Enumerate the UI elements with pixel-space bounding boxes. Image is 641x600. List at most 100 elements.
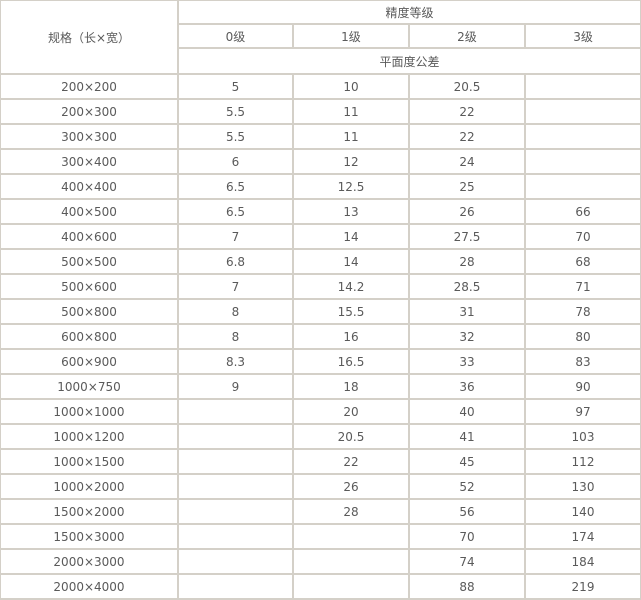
grade-3-cell: 97 xyxy=(523,398,641,425)
table-row: 1000×1200 20.5 41 103 xyxy=(0,423,641,450)
table-row: 400×500 6.5 13 26 66 xyxy=(0,198,641,225)
grade-3-cell: 184 xyxy=(523,548,641,575)
grade-2-cell: 22 xyxy=(408,98,526,125)
grade-1-header: 1级 xyxy=(292,23,410,49)
spec-header: 规格（长×宽） xyxy=(0,0,179,75)
grade-2-cell: 52 xyxy=(408,473,526,500)
spec-cell: 1000×750 xyxy=(0,373,179,400)
table-row: 1000×750 9 18 36 90 xyxy=(0,373,641,400)
grade-0-cell: 8 xyxy=(177,298,294,325)
grade-2-cell: 36 xyxy=(408,373,526,400)
grade-0-cell: 7 xyxy=(177,273,294,300)
grade-0-cell: 6.5 xyxy=(177,173,294,200)
grade-3-cell: 78 xyxy=(523,298,641,325)
grade-0-cell: 7 xyxy=(177,223,294,250)
spec-cell: 1500×3000 xyxy=(0,523,179,550)
grade-1-cell: 20.5 xyxy=(292,423,410,450)
table-row: 500×600 7 14.2 28.5 71 xyxy=(0,273,641,300)
header-row-grades: 0级 1级 2级 3级 xyxy=(0,23,641,49)
spec-cell: 500×600 xyxy=(0,273,179,300)
grade-0-cell xyxy=(177,473,294,500)
spec-cell: 400×500 xyxy=(0,198,179,225)
grade-0-cell xyxy=(177,548,294,575)
tolerance-header: 平面度公差 xyxy=(176,47,641,75)
grade-3-cell: 71 xyxy=(523,273,641,300)
grade-0-cell: 5.5 xyxy=(177,123,294,150)
table-row: 200×300 5.5 11 22 xyxy=(0,98,641,125)
grade-1-cell: 10 xyxy=(292,73,410,100)
grade-1-cell: 14.2 xyxy=(292,273,410,300)
spec-cell: 600×800 xyxy=(0,323,179,350)
grade-3-cell xyxy=(523,73,641,100)
grade-3-cell: 103 xyxy=(523,423,641,450)
grade-0-cell: 6.8 xyxy=(177,248,294,275)
grade-3-cell: 68 xyxy=(523,248,641,275)
grade-1-cell: 14 xyxy=(292,248,410,275)
grade-0-cell: 9 xyxy=(177,373,294,400)
spec-cell: 400×600 xyxy=(0,223,179,250)
grade-2-cell: 28.5 xyxy=(408,273,526,300)
grade-1-cell: 11 xyxy=(292,123,410,150)
spec-cell: 400×400 xyxy=(0,173,179,200)
grade-3-cell xyxy=(523,123,641,150)
grade-0-cell xyxy=(177,498,294,525)
grade-2-cell: 32 xyxy=(408,323,526,350)
grade-0-cell: 6.5 xyxy=(177,198,294,225)
table-row: 1000×1500 22 45 112 xyxy=(0,448,641,475)
grade-0-cell xyxy=(177,523,294,550)
spec-cell: 600×900 xyxy=(0,348,179,375)
spec-cell: 300×400 xyxy=(0,148,179,175)
table-row: 2000×4000 88 219 xyxy=(0,573,641,600)
grade-3-cell: 83 xyxy=(523,348,641,375)
grade-2-cell: 28 xyxy=(408,248,526,275)
grade-group-header: 精度等级 xyxy=(176,0,641,25)
grade-1-cell: 16 xyxy=(292,323,410,350)
grade-3-cell: 140 xyxy=(523,498,641,525)
table-row: 1000×2000 26 52 130 xyxy=(0,473,641,500)
spec-cell: 2000×4000 xyxy=(0,573,179,600)
spec-cell: 300×300 xyxy=(0,123,179,150)
table-row: 300×300 5.5 11 22 xyxy=(0,123,641,150)
spec-cell: 1000×1500 xyxy=(0,448,179,475)
grade-0-cell: 8 xyxy=(177,323,294,350)
spec-cell: 1000×1200 xyxy=(0,423,179,450)
table-row: 200×200 5 10 20.5 xyxy=(0,73,641,100)
grade-2-cell: 20.5 xyxy=(408,73,526,100)
grade-3-cell: 112 xyxy=(523,448,641,475)
grade-3-cell xyxy=(523,173,641,200)
grade-3-cell xyxy=(523,98,641,125)
table-row: 1000×1000 20 40 97 xyxy=(0,398,641,425)
grade-0-cell: 8.3 xyxy=(177,348,294,375)
table-row: 300×400 6 12 24 xyxy=(0,148,641,175)
grade-1-cell: 28 xyxy=(292,498,410,525)
spec-cell: 500×800 xyxy=(0,298,179,325)
grade-3-cell: 130 xyxy=(523,473,641,500)
grade-2-cell: 26 xyxy=(408,198,526,225)
grade-1-cell: 13 xyxy=(292,198,410,225)
grade-2-cell: 56 xyxy=(408,498,526,525)
grade-1-cell: 26 xyxy=(292,473,410,500)
grade-0-cell xyxy=(177,573,294,600)
spec-cell: 1000×1000 xyxy=(0,398,179,425)
grade-1-cell: 22 xyxy=(292,448,410,475)
grade-2-cell: 24 xyxy=(408,148,526,175)
grade-2-header: 2级 xyxy=(408,23,526,49)
table-row: 500×800 8 15.5 31 78 xyxy=(0,298,641,325)
grade-0-cell: 5.5 xyxy=(177,98,294,125)
grade-2-cell: 40 xyxy=(408,398,526,425)
grade-0-cell xyxy=(177,423,294,450)
spec-cell: 1000×2000 xyxy=(0,473,179,500)
grade-3-cell: 174 xyxy=(523,523,641,550)
grade-1-cell xyxy=(292,573,410,600)
grade-1-cell: 11 xyxy=(292,98,410,125)
grade-2-cell: 41 xyxy=(408,423,526,450)
table-row: 2000×3000 74 184 xyxy=(0,548,641,575)
grade-3-cell: 66 xyxy=(523,198,641,225)
table-row: 600×900 8.3 16.5 33 83 xyxy=(0,348,641,375)
grade-0-cell: 5 xyxy=(177,73,294,100)
table-row: 500×500 6.8 14 28 68 xyxy=(0,248,641,275)
grade-2-cell: 45 xyxy=(408,448,526,475)
grade-1-cell: 12 xyxy=(292,148,410,175)
spec-cell: 500×500 xyxy=(0,248,179,275)
